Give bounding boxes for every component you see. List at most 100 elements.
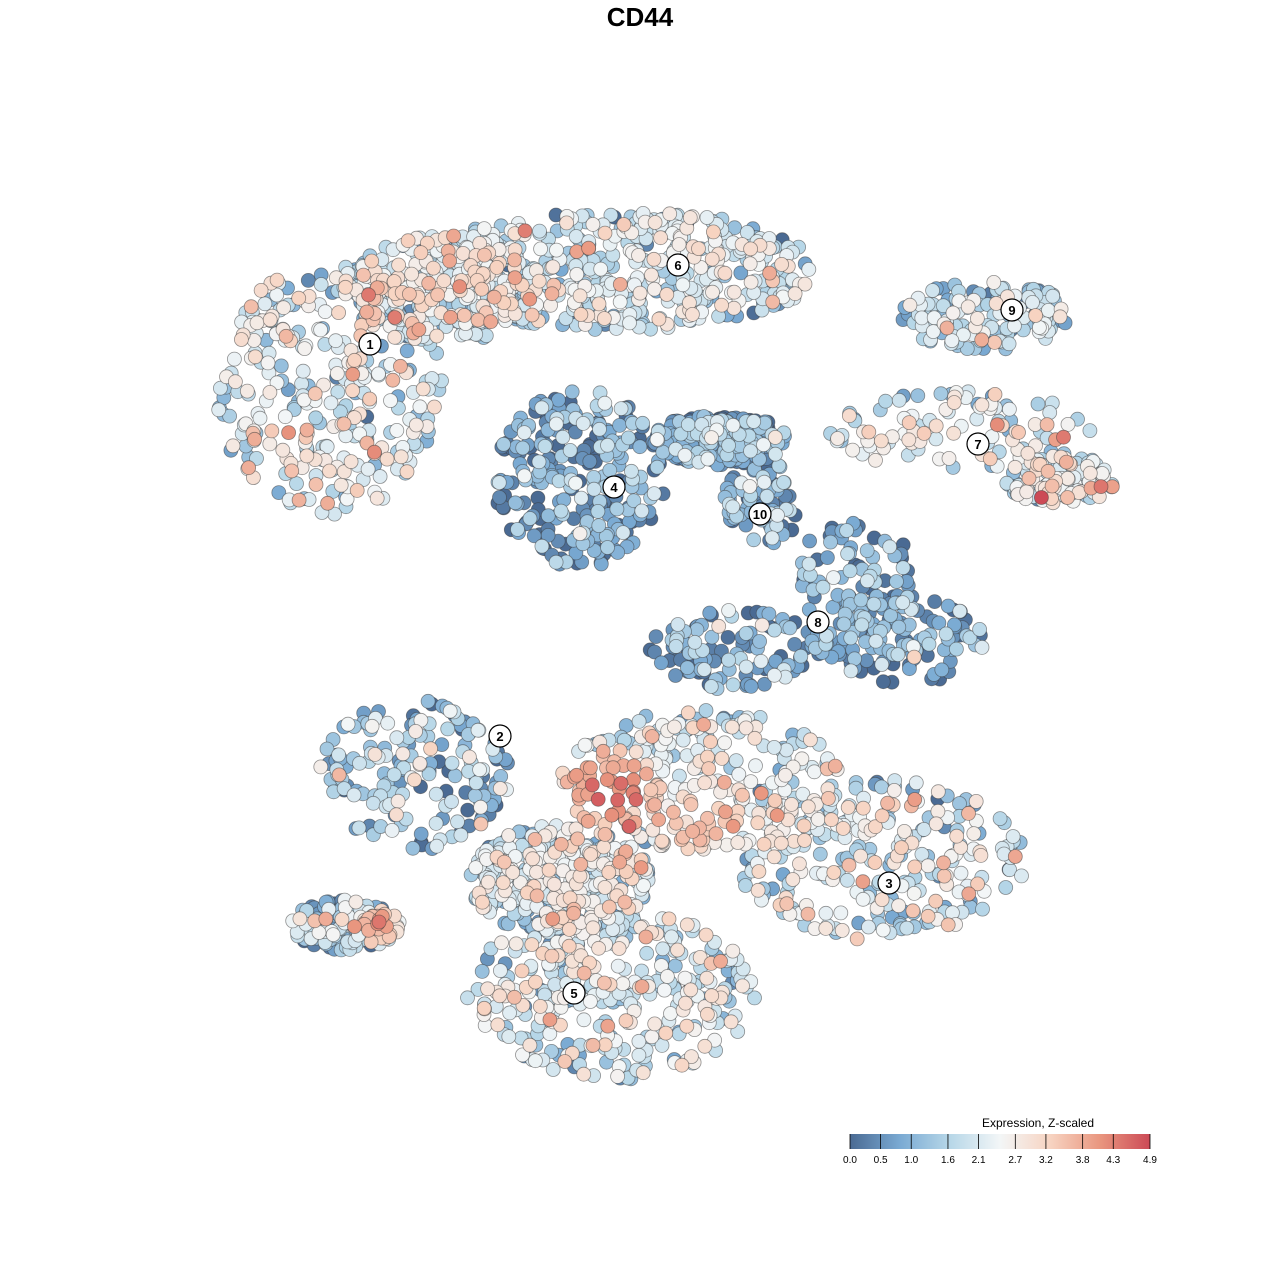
- cell-point: [553, 503, 569, 519]
- cell-point: [278, 328, 294, 344]
- cell-point: [369, 490, 385, 506]
- cell-point: [257, 296, 273, 312]
- cell-point: [601, 899, 617, 915]
- cell-point: [470, 722, 486, 738]
- cell-point: [698, 703, 714, 718]
- cell-point: [359, 304, 375, 320]
- cell-point: [446, 228, 462, 244]
- cell-point: [291, 290, 307, 306]
- cell-point: [1011, 424, 1026, 440]
- cell-point: [610, 958, 626, 974]
- cell-point: [698, 927, 714, 943]
- cell-point: [440, 721, 456, 737]
- cell-point: [675, 277, 691, 293]
- cell-point: [581, 240, 596, 256]
- cell-point: [1025, 294, 1040, 310]
- cell-point: [600, 437, 615, 453]
- cell-point: [429, 328, 445, 344]
- cell-point: [666, 804, 681, 820]
- cell-point: [613, 401, 629, 417]
- cell-point: [249, 315, 265, 331]
- cell-point: [557, 1054, 573, 1069]
- cell-point: [987, 334, 1002, 350]
- cell-point: [592, 421, 607, 437]
- cell-point: [405, 840, 421, 856]
- cell-point: [611, 941, 627, 956]
- cell-point: [916, 822, 932, 837]
- cell-point: [662, 206, 678, 222]
- cell-point: [843, 663, 859, 679]
- cell-point: [330, 384, 346, 400]
- cell-point: [247, 431, 263, 447]
- cell-point: [647, 1016, 663, 1032]
- cell-point: [241, 460, 257, 476]
- cell-point: [670, 617, 686, 632]
- cell-point: [602, 462, 618, 478]
- cell-point: [743, 774, 759, 789]
- cell-point: [337, 279, 353, 295]
- cell-point: [597, 311, 612, 326]
- cell-point: [685, 824, 700, 839]
- cell-point: [731, 767, 747, 782]
- cluster-label-3: 3: [877, 871, 901, 895]
- cell-point: [787, 286, 803, 302]
- cell-point: [639, 945, 655, 961]
- cell-point: [767, 667, 782, 683]
- cell-point: [615, 525, 631, 540]
- cell-point: [313, 322, 329, 338]
- cell-point: [721, 603, 736, 618]
- cluster-label-2: 2: [488, 724, 512, 748]
- cell-point: [895, 595, 911, 610]
- cell-point: [818, 921, 834, 936]
- cell-point: [635, 1065, 651, 1081]
- cell-point: [1042, 405, 1058, 420]
- cell-point: [568, 475, 583, 491]
- cell-point: [345, 366, 361, 382]
- cell-point: [661, 911, 677, 927]
- cell-point: [561, 938, 577, 954]
- cell-point: [930, 784, 946, 800]
- cell-point: [307, 386, 323, 402]
- cell-point: [972, 622, 987, 637]
- cell-point: [796, 818, 812, 834]
- cell-point: [920, 858, 936, 874]
- cell-point: [262, 312, 278, 328]
- cell-point: [880, 795, 895, 811]
- cell-point: [501, 828, 517, 843]
- cluster-label-1: 1: [358, 332, 382, 356]
- cell-point: [1056, 429, 1071, 445]
- cell-point: [753, 653, 769, 669]
- cell-point: [492, 988, 508, 1004]
- cell-point: [476, 247, 492, 263]
- cell-point: [853, 592, 869, 608]
- cell-point: [632, 439, 648, 455]
- cell-point: [586, 481, 602, 497]
- cell-point: [443, 309, 459, 325]
- cell-point: [544, 948, 560, 964]
- cell-point: [349, 482, 365, 498]
- cell-point: [289, 476, 304, 492]
- cell-point: [318, 911, 334, 927]
- cell-point: [575, 415, 591, 431]
- cell-point: [931, 615, 947, 631]
- cell-point: [927, 594, 942, 609]
- cell-point: [452, 279, 468, 295]
- cell-point: [730, 835, 746, 850]
- cell-point: [609, 501, 625, 517]
- cell-point: [1007, 459, 1023, 475]
- cell-point: [1021, 470, 1037, 486]
- cell-point: [284, 463, 300, 479]
- cell-point: [1028, 308, 1043, 323]
- cell-point: [591, 296, 607, 312]
- cell-point: [906, 886, 922, 901]
- cluster-label-4: 4: [602, 475, 626, 499]
- cell-point: [590, 503, 606, 519]
- cell-point: [777, 767, 793, 783]
- cell-point: [527, 832, 543, 847]
- cell-point: [936, 868, 952, 884]
- cell-point: [920, 908, 936, 924]
- cell-point: [663, 1006, 678, 1021]
- cluster-label-9: 9: [1000, 298, 1024, 322]
- cell-point: [940, 917, 956, 933]
- cell-point: [320, 495, 336, 511]
